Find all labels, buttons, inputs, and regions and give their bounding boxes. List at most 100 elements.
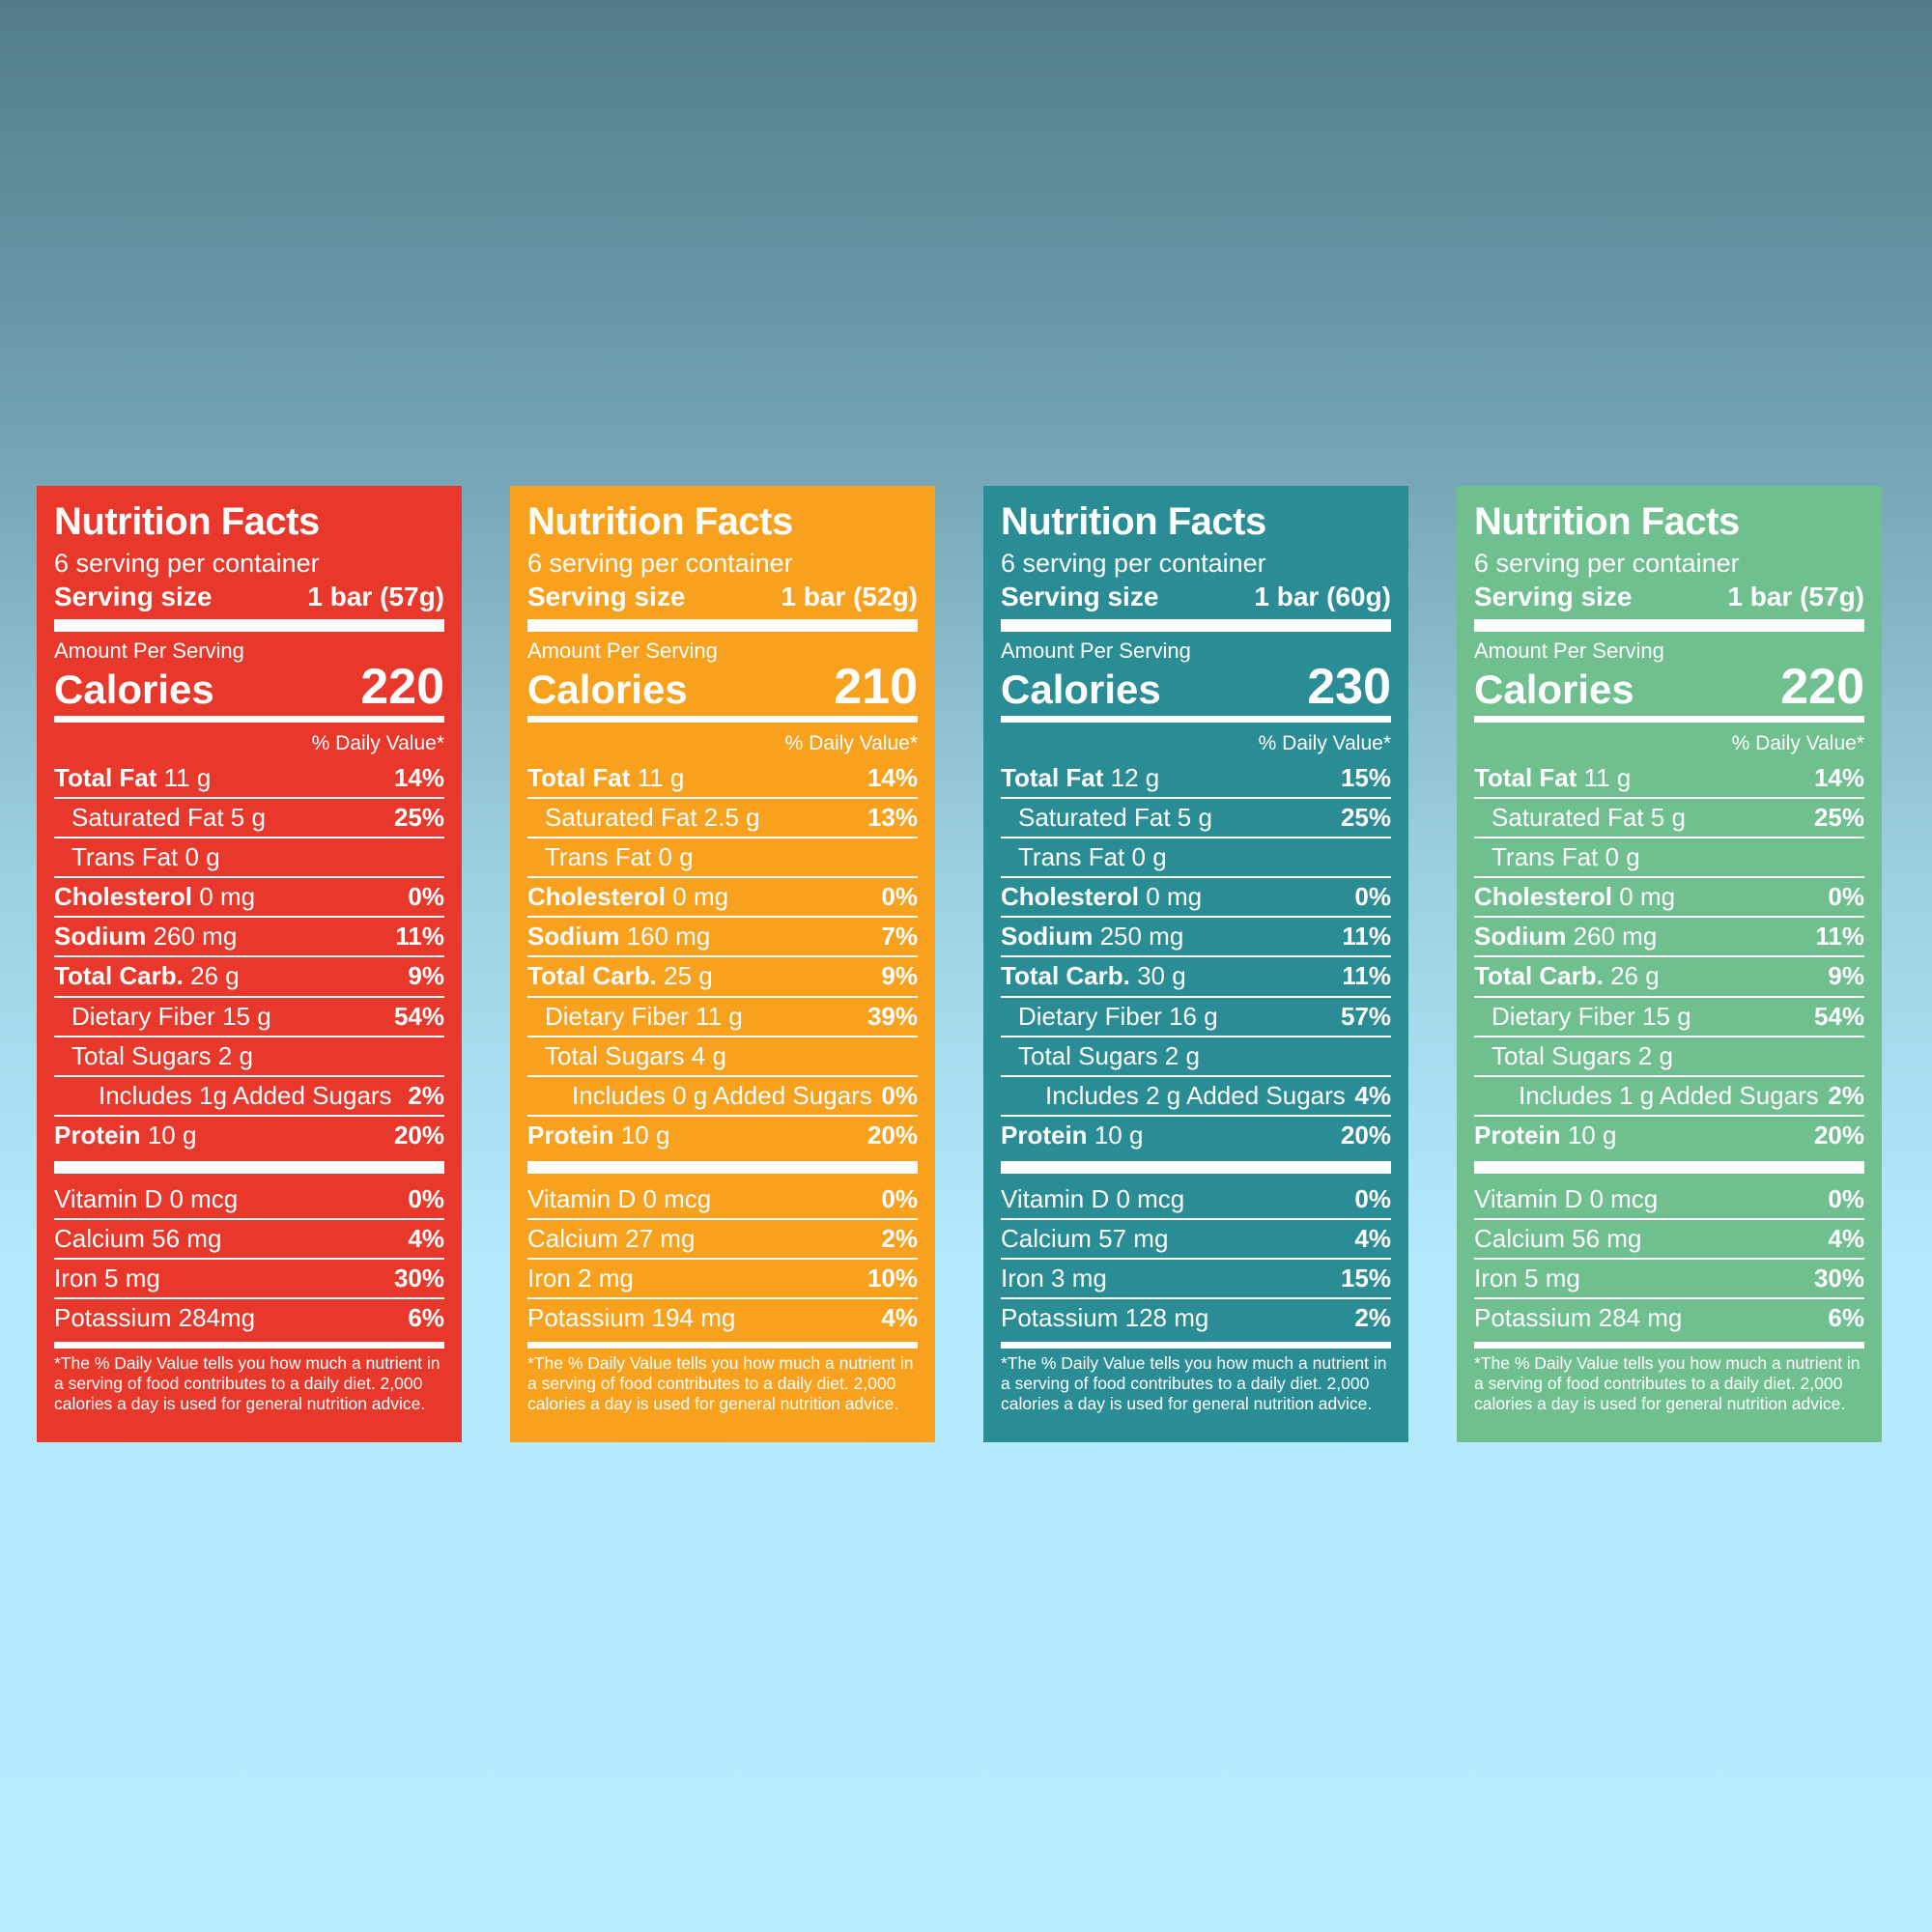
nutrient-left: Trans Fat 0 g (1001, 843, 1167, 871)
nutrient-left: Total Fat 11 g (54, 762, 211, 792)
nutrient-daily-value: 20% (1340, 1120, 1391, 1150)
nutrient-amount: 0 mcg (1589, 1184, 1659, 1214)
nutrient-amount: 15 g (1642, 1001, 1691, 1031)
nutrient-left: Protein 10 g (1474, 1121, 1616, 1150)
label-title: Nutrition Facts (527, 500, 793, 543)
nutrient-name: Includes 1 g Added Sugars (1519, 1080, 1819, 1110)
nutrient-daily-value: 2% (408, 1080, 444, 1110)
nutrient-row: Trans Fat 0 g (1474, 837, 1864, 876)
nutrient-name: Protein (1001, 1120, 1088, 1150)
calories-label: Calories (1474, 666, 1634, 712)
nutrient-amount: 5 g (1177, 803, 1212, 833)
nutrient-daily-value: 4% (881, 1303, 918, 1333)
nutrient-amount: 10 g (620, 1120, 670, 1150)
thick-divider (1001, 619, 1391, 633)
nutrient-row: Includes 1g Added Sugars 2% (54, 1074, 444, 1115)
nutrient-row: Total Fat 11 g 14% (54, 759, 444, 797)
nutrient-daily-value: 2% (881, 1224, 918, 1254)
nutrient-row: Saturated Fat 2.5 g 13% (527, 797, 918, 837)
nutrient-amount: 11 g (1583, 762, 1632, 792)
nutrient-left: Protein 10 g (527, 1120, 670, 1150)
thick-divider (1474, 1161, 1864, 1175)
nutrient-daily-value: 6% (408, 1303, 444, 1333)
nutrient-daily-value: 4% (1354, 1080, 1391, 1110)
nutrient-amount: 11 g (637, 762, 685, 792)
thick-divider (527, 619, 918, 633)
nutrient-left: Total Fat 11 g (527, 762, 685, 792)
amount-per-serving-label: Amount Per Serving (1001, 639, 1191, 664)
nutrient-row: Trans Fat 0 g (54, 837, 444, 876)
nutrient-daily-value: 0% (1828, 1184, 1864, 1214)
nutrition-label: Nutrition Facts 6 serving per container … (983, 486, 1408, 1442)
nutrient-name: Total Fat (527, 762, 631, 792)
nutrient-left: Cholesterol 0 mg (1001, 883, 1202, 911)
nutrient-name: Saturated Fat (1018, 803, 1171, 833)
nutrient-amount: 57 mg (1098, 1224, 1169, 1254)
nutrient-name: Total Carb. (1474, 961, 1604, 991)
nutrient-row: Calcium 27 mg 2% (527, 1218, 918, 1258)
nutrient-left: Total Sugars 4 g (527, 1040, 726, 1070)
calories-value: 220 (360, 658, 444, 715)
nutrient-daily-value: 7% (881, 922, 918, 952)
nutrient-left: Total Carb. 25 g (527, 962, 713, 990)
nutrient-daily-value: 14% (867, 762, 918, 792)
nutrient-row: Total Carb. 26 g 9% (1474, 955, 1864, 995)
nutrient-amount: 128 mg (1124, 1303, 1209, 1333)
nutrient-amount: 4 g (691, 1040, 726, 1070)
servings-per-container: 6 serving per container (1001, 549, 1266, 578)
nutrient-daily-value: 0% (1354, 882, 1391, 912)
nutrient-amount: 2 mg (578, 1264, 634, 1293)
nutrient-row: Cholesterol 0 mg 0% (527, 876, 918, 916)
nutrient-row: Iron 5 mg 30% (54, 1258, 444, 1297)
nutrient-daily-value: 25% (393, 803, 444, 833)
amount-per-serving-label: Amount Per Serving (54, 639, 244, 664)
nutrient-row: Trans Fat 0 g (1001, 837, 1391, 876)
medium-divider (1001, 715, 1391, 723)
nutrient-daily-value: 6% (1828, 1303, 1864, 1333)
nutrient-row: Dietary Fiber 16 g 57% (1001, 995, 1391, 1036)
nutrient-amount: 2 g (217, 1040, 253, 1070)
nutrient-left: Includes 1g Added Sugars (54, 1081, 392, 1110)
nutrient-row: Vitamin D 0 mcg 0% (54, 1180, 444, 1218)
vitamin-rows: Vitamin D 0 mcg 0% Calcium 57 mg 4% Iron 3 m… (1001, 1180, 1391, 1337)
daily-value-footnote: *The % Daily Value tells you how much a … (1001, 1353, 1387, 1413)
nutrient-amount: 26 g (190, 961, 240, 991)
nutrient-left: Total Sugars 2 g (1001, 1041, 1200, 1070)
nutrient-left: Includes 0 g Added Sugars (527, 1081, 872, 1110)
nutrient-name: Sodium (54, 922, 147, 952)
nutrient-row: Saturated Fat 5 g 25% (1001, 797, 1391, 837)
servings-per-container: 6 serving per container (54, 549, 320, 578)
nutrient-left: Vitamin D 0 mcg (54, 1184, 238, 1213)
calories-label: Calories (54, 666, 214, 712)
nutrient-amount: 0 mcg (1116, 1184, 1185, 1214)
nutrient-left: Protein 10 g (1001, 1120, 1143, 1150)
daily-value-footnote: *The % Daily Value tells you how much a … (527, 1353, 914, 1413)
nutrient-daily-value: 9% (881, 961, 918, 991)
nutrient-name: Cholesterol (54, 882, 193, 912)
nutrient-amount: 25 g (664, 961, 713, 991)
nutrient-row: Calcium 57 mg 4% (1001, 1218, 1391, 1258)
nutrient-name: Potassium (1474, 1303, 1592, 1333)
label-title: Nutrition Facts (54, 500, 320, 543)
nutrient-name: Total Fat (54, 762, 157, 792)
calories-row: Calories 220 (1474, 661, 1864, 712)
nutrient-left: Cholesterol 0 mg (1474, 883, 1675, 911)
nutrient-amount: 27 mg (625, 1224, 696, 1254)
daily-value-header: % Daily Value* (784, 731, 918, 754)
serving-size-value: 1 bar (52g) (781, 582, 918, 612)
nutrient-name: Iron (527, 1264, 571, 1293)
nutrient-row: Iron 5 mg 30% (1474, 1258, 1864, 1297)
nutrient-rows: Total Fat 11 g 14% Saturated Fat 2.5 g 13% T… (527, 759, 918, 1154)
servings-per-container: 6 serving per container (1474, 549, 1740, 578)
nutrient-left: Total Sugars 2 g (1474, 1041, 1673, 1070)
nutrient-amount: 11 g (696, 1001, 743, 1031)
nutrient-left: Vitamin D 0 mcg (1001, 1184, 1185, 1214)
nutrient-daily-value: 0% (408, 882, 444, 912)
nutrient-name: Sodium (1001, 922, 1094, 952)
nutrient-left: Total Sugars 2 g (54, 1040, 253, 1070)
nutrient-amount: 0 mg (672, 882, 729, 912)
nutrient-name: Total Carb. (1001, 961, 1130, 991)
nutrient-row: Trans Fat 0 g (527, 837, 918, 876)
nutrient-rows: Total Fat 12 g 15% Saturated Fat 5 g 25% Tra… (1001, 759, 1391, 1154)
nutrient-amount: 0 g (185, 842, 220, 872)
